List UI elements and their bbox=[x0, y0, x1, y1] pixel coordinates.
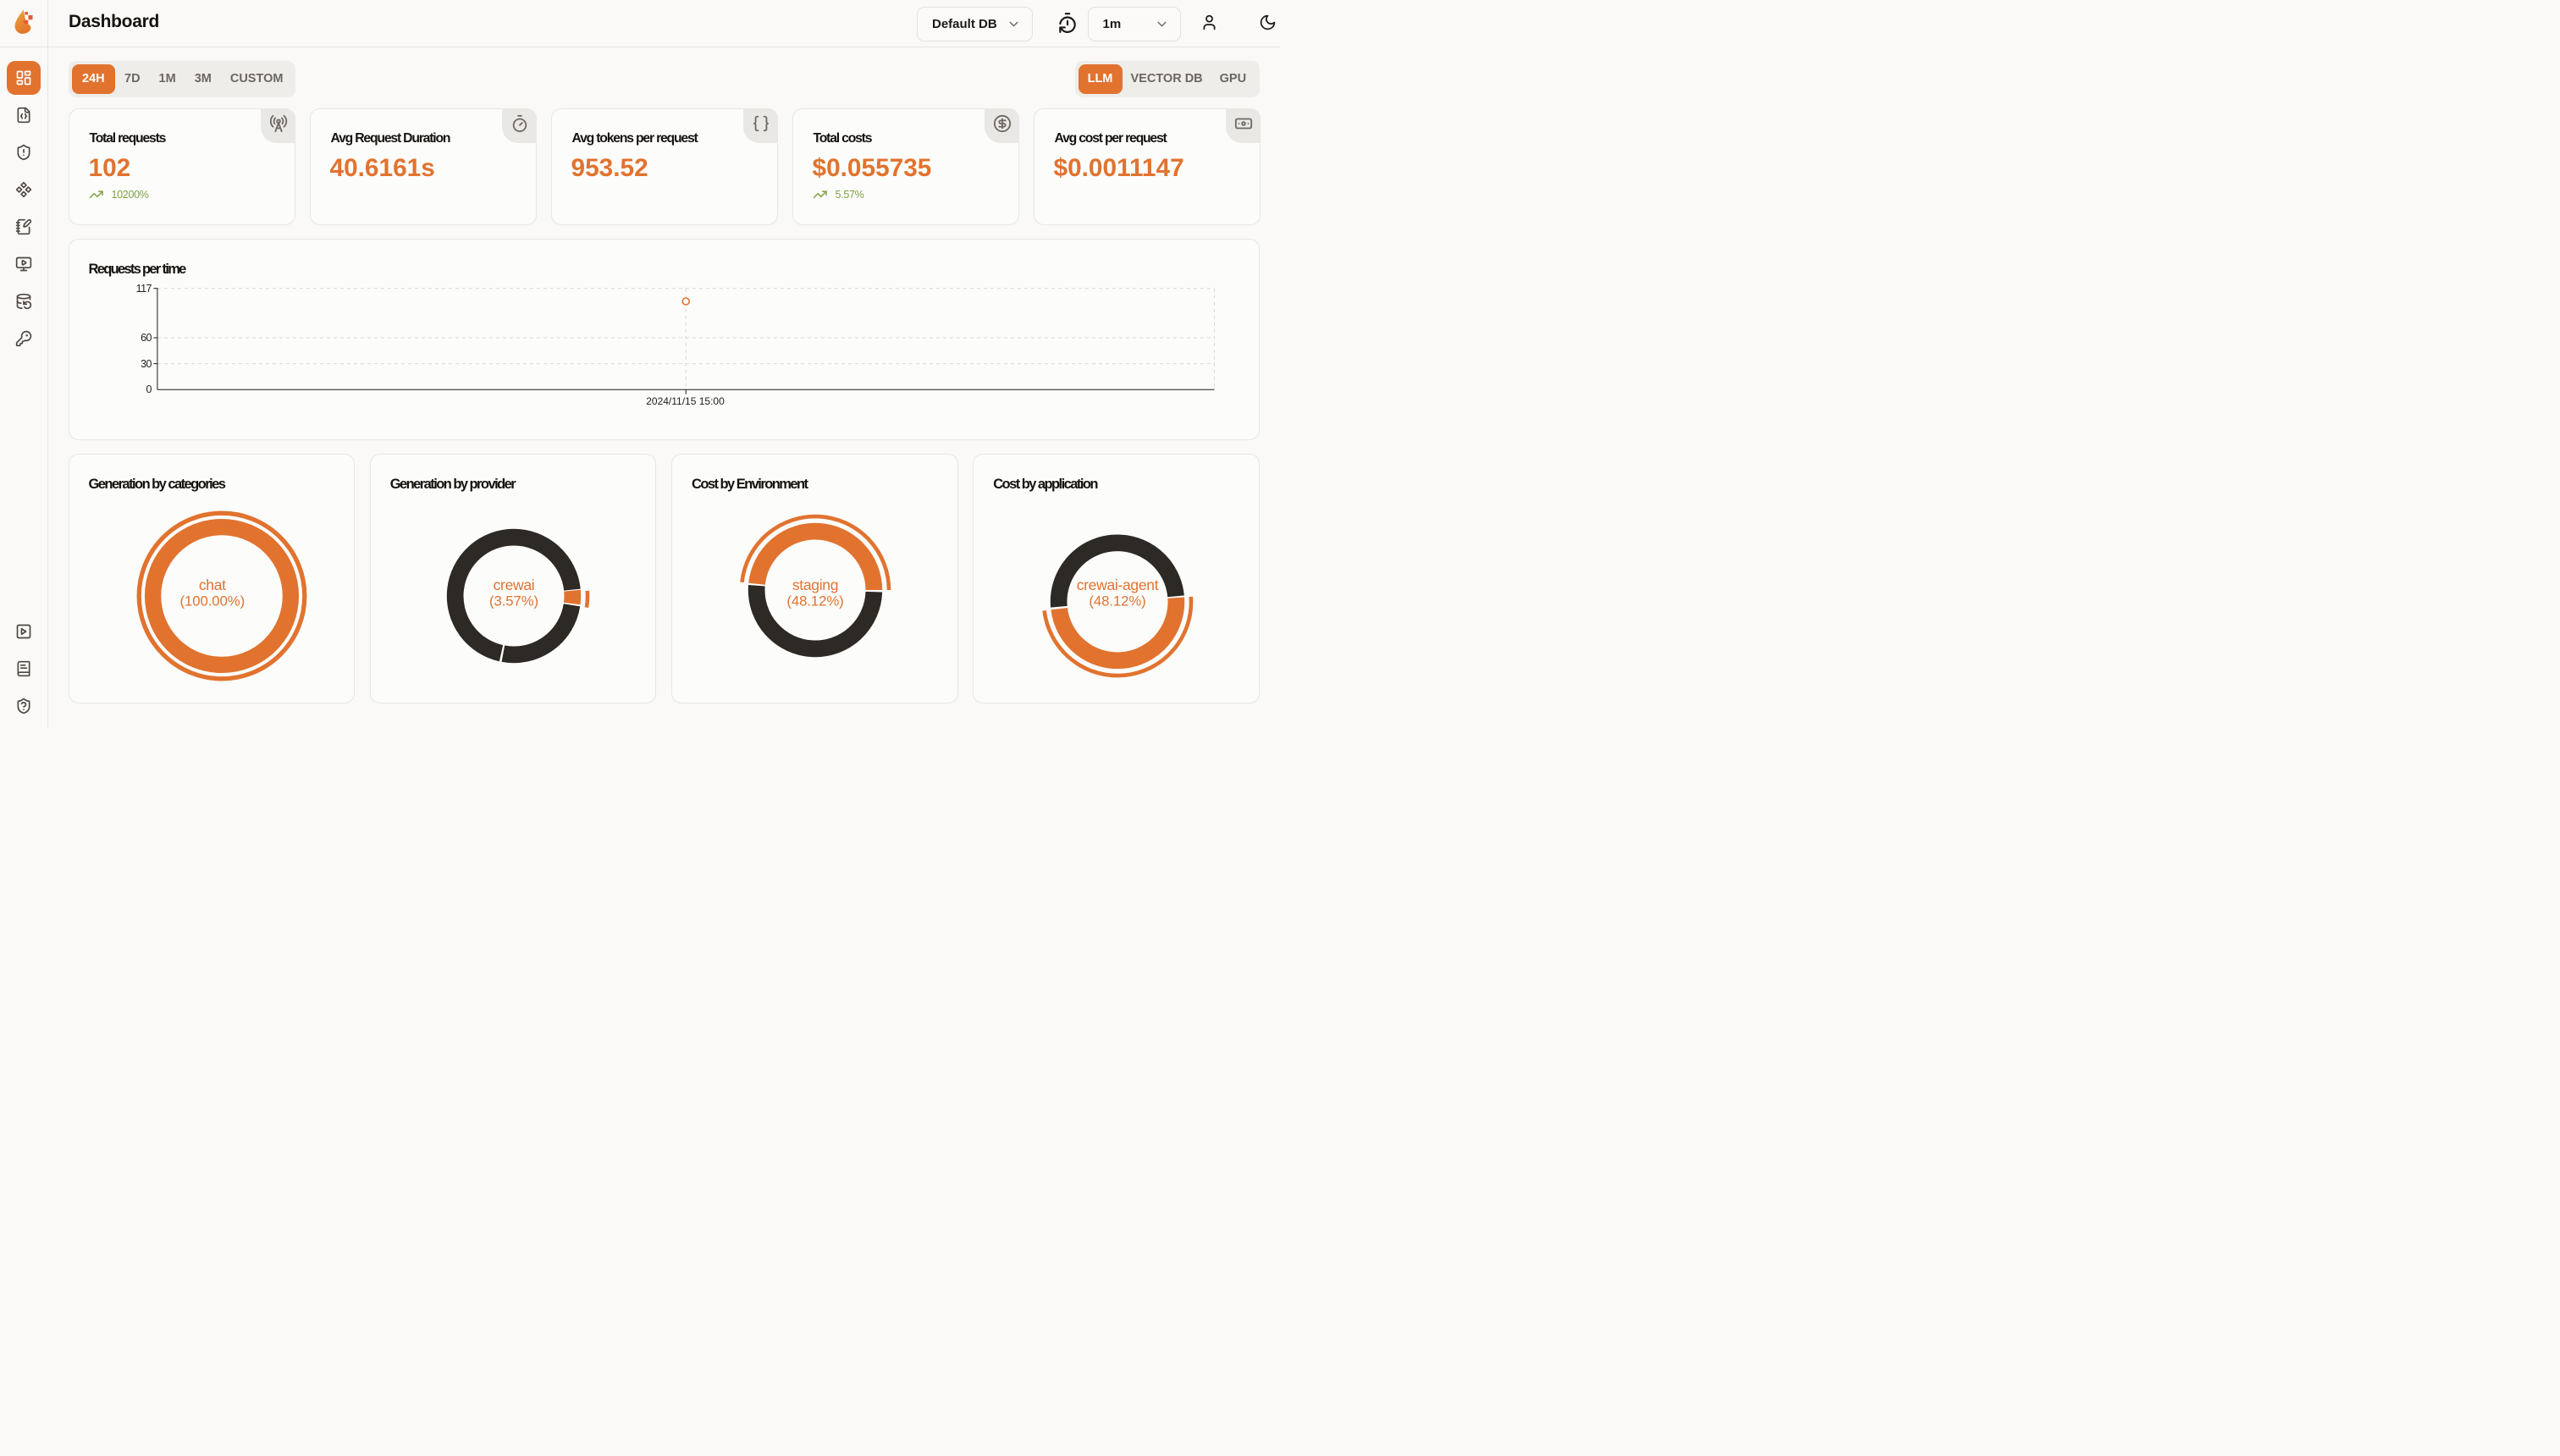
svg-text:crewai: crewai bbox=[494, 576, 535, 593]
svg-text:crewai-agent: crewai-agent bbox=[1076, 576, 1158, 593]
svg-text:chat: chat bbox=[199, 576, 226, 593]
svg-text:(100.00%): (100.00%) bbox=[180, 593, 246, 609]
svg-text:(48.12%): (48.12%) bbox=[1089, 593, 1145, 609]
svg-text:(3.57%): (3.57%) bbox=[489, 593, 538, 609]
svg-text:staging: staging bbox=[792, 576, 838, 593]
svg-text:(48.12%): (48.12%) bbox=[787, 593, 844, 609]
